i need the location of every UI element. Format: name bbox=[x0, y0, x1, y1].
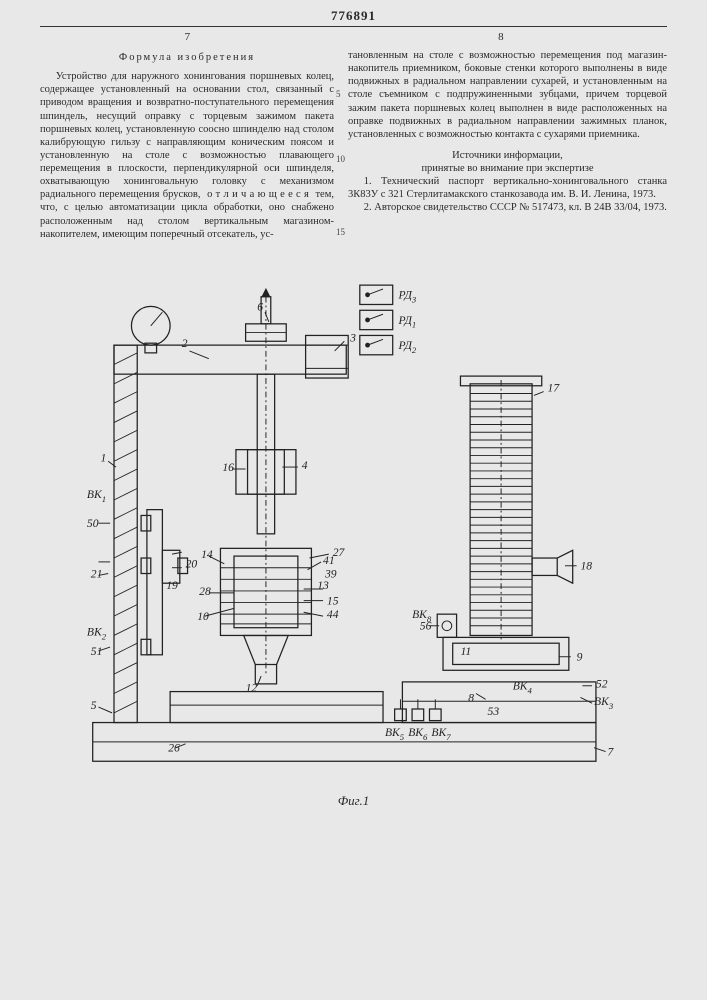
page: 776891 7 8 Формула изобретения Устройств… bbox=[40, 8, 667, 980]
svg-text:15: 15 bbox=[326, 594, 338, 607]
right-source-2: 2. Авторское свидетельство СССР № 517473… bbox=[348, 201, 667, 214]
figure-svg: 1 2 3 4 5 6 7 8 9 10 11 12 13 14 15 16 1… bbox=[54, 259, 654, 799]
rule bbox=[40, 26, 667, 27]
relay-boxes bbox=[359, 285, 392, 355]
right-column: 5 10 15 20 тановленным на столе с возмож… bbox=[348, 49, 667, 241]
svg-text:10: 10 bbox=[197, 610, 209, 623]
right-paragraph-1: тановленным на столе с возможностью пере… bbox=[348, 49, 667, 141]
claim-heading: Формула изобретения bbox=[40, 51, 334, 64]
svg-text:2: 2 bbox=[181, 337, 187, 350]
col-no-left: 7 bbox=[40, 31, 335, 45]
svg-text:РД3: РД3 bbox=[397, 288, 416, 304]
svg-text:1: 1 bbox=[100, 451, 106, 464]
svg-text:41: 41 bbox=[323, 554, 335, 567]
svg-text:РД1: РД1 bbox=[397, 314, 416, 330]
svg-text:5: 5 bbox=[90, 699, 96, 712]
svg-text:9: 9 bbox=[576, 650, 582, 663]
svg-text:50: 50 bbox=[86, 517, 98, 530]
svg-text:4: 4 bbox=[301, 459, 307, 472]
column-numbers: 7 8 bbox=[40, 31, 667, 45]
left-paragraph: Устройство для наружного хонингования по… bbox=[40, 70, 334, 241]
patent-number: 776891 bbox=[40, 8, 667, 24]
left-column: Формула изобретения Устройство для наруж… bbox=[40, 49, 334, 241]
line-mark: 15 bbox=[336, 227, 345, 238]
col-no-right: 8 bbox=[335, 31, 667, 45]
line-mark: 10 bbox=[336, 154, 345, 165]
figure-caption: Фиг.1 bbox=[40, 793, 667, 809]
svg-text:51: 51 bbox=[90, 645, 102, 658]
svg-text:21: 21 bbox=[90, 567, 102, 580]
svg-text:РД2: РД2 bbox=[397, 339, 416, 355]
bottom-switches bbox=[394, 699, 440, 720]
text-columns: Формула изобретения Устройство для наруж… bbox=[40, 49, 667, 241]
svg-text:53: 53 bbox=[487, 705, 499, 718]
svg-text:13: 13 bbox=[317, 579, 329, 592]
svg-text:19: 19 bbox=[166, 579, 178, 592]
svg-text:28: 28 bbox=[199, 585, 211, 598]
svg-text:20: 20 bbox=[185, 557, 197, 570]
svg-text:7: 7 bbox=[607, 745, 614, 758]
svg-text:52: 52 bbox=[595, 677, 607, 690]
sources-heading: Источники информации, принятые во вниман… bbox=[348, 149, 667, 175]
svg-text:ВК2: ВК2 bbox=[86, 625, 106, 641]
svg-text:ВК1: ВК1 bbox=[86, 488, 105, 504]
svg-text:8: 8 bbox=[468, 691, 474, 704]
svg-text:16: 16 bbox=[222, 461, 234, 474]
svg-text:ВК6: ВК6 bbox=[408, 726, 428, 742]
svg-text:ВК3: ВК3 bbox=[594, 695, 614, 711]
svg-text:ВК7: ВК7 bbox=[431, 726, 451, 742]
right-source-1: 1. Технический паспорт вертикально-хонин… bbox=[348, 175, 667, 201]
svg-text:3: 3 bbox=[349, 331, 356, 344]
line-mark: 5 bbox=[336, 89, 341, 100]
svg-text:26: 26 bbox=[168, 741, 180, 754]
svg-text:44: 44 bbox=[326, 608, 338, 621]
figure-1: 1 2 3 4 5 6 7 8 9 10 11 12 13 14 15 16 1… bbox=[40, 259, 667, 819]
svg-text:ВК5: ВК5 bbox=[384, 726, 404, 742]
svg-text:6: 6 bbox=[257, 300, 263, 313]
svg-text:17: 17 bbox=[547, 381, 560, 394]
svg-text:11: 11 bbox=[460, 645, 471, 658]
svg-text:14: 14 bbox=[201, 548, 213, 561]
svg-text:39: 39 bbox=[323, 567, 336, 580]
svg-text:12: 12 bbox=[245, 681, 257, 694]
svg-text:18: 18 bbox=[580, 559, 592, 572]
